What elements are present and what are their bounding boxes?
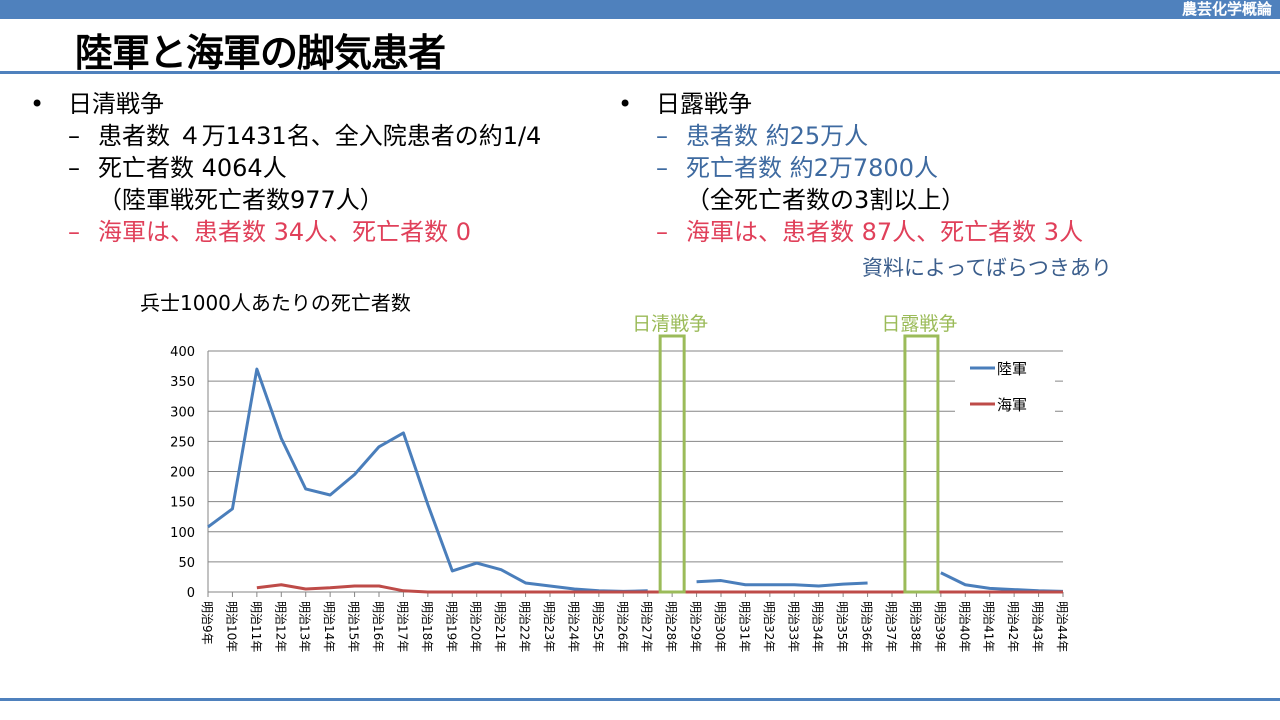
y-tick-label: 150 — [170, 496, 195, 511]
x-tick-label: 明治14年 — [322, 601, 336, 652]
x-tick-label: 明治26年 — [615, 601, 629, 652]
footer-divider — [0, 698, 1280, 701]
bullet-item: – 死亡者数 約2万7800人 — [656, 154, 938, 182]
series-line-army — [207, 367, 648, 593]
x-tick-label: 明治28年 — [664, 601, 678, 652]
bullet-heading: 日清戦争 — [30, 88, 541, 120]
bullet-item-navy: – 海軍は、患者数 87人、死亡者数 3人 — [656, 218, 1084, 246]
x-tick-label: 明治16年 — [371, 601, 385, 652]
y-tick-label: 250 — [170, 435, 195, 450]
x-tick-label: 明治32年 — [762, 601, 776, 652]
x-tick-label: 明治20年 — [469, 601, 483, 652]
x-tick-label: 明治25年 — [591, 601, 605, 652]
x-tick-label: 明治38年 — [908, 601, 922, 652]
x-tick-label: 明治37年 — [884, 601, 898, 652]
x-tick-label: 明治39年 — [933, 601, 947, 652]
x-tick-label: 明治36年 — [860, 601, 874, 652]
y-tick-label: 300 — [170, 405, 195, 420]
x-tick-label: 明治34年 — [811, 601, 825, 652]
war-period-box — [658, 334, 686, 594]
war-period-box — [903, 334, 940, 594]
bullet-item-navy: – 海軍は、患者数 34人、死亡者数 0 — [68, 218, 472, 246]
chart-title: 兵士1000人あたりの死亡者数 — [140, 291, 411, 315]
war-period-label: 日露戦争 — [881, 313, 957, 335]
x-tick-label: 明治30年 — [713, 601, 727, 652]
title-divider — [0, 71, 1280, 74]
y-tick-label: 100 — [170, 526, 195, 541]
y-tick-label: 400 — [170, 345, 195, 360]
x-tick-label: 明治29年 — [689, 601, 703, 652]
x-tick-label: 明治18年 — [420, 601, 434, 652]
y-tick-label: 0 — [187, 586, 195, 601]
bullet-item: – 死亡者数 4064人 — [68, 154, 287, 182]
x-tick-label: 明治10年 — [224, 601, 238, 652]
y-tick-label: 350 — [170, 375, 195, 390]
bullet-item: – 患者数 ４万1431名、全入院患者の約1/4 — [68, 122, 542, 150]
x-tick-label: 明治40年 — [957, 601, 971, 652]
x-tick-label: 明治44年 — [1055, 601, 1069, 652]
x-tick-label: 明治35年 — [835, 601, 849, 652]
y-tick-label: 50 — [178, 556, 195, 571]
series-line-army — [696, 579, 868, 588]
war-period-label: 日清戦争 — [632, 313, 708, 335]
x-tick-label: 明治23年 — [542, 601, 556, 652]
x-tick-label: 明治42年 — [1006, 601, 1020, 652]
page-title: 陸軍と海軍の脚気患者 — [75, 31, 446, 75]
sino-japanese-war-column: 日清戦争 –患者数 ４万1431名、全入院患者の約1/4 –死亡者数 4064人… — [30, 88, 541, 248]
x-tick-label: 明治31年 — [737, 601, 751, 652]
x-tick-label: 明治13年 — [298, 601, 312, 652]
x-tick-label: 明治11年 — [249, 601, 263, 652]
x-tick-label: 明治21年 — [493, 601, 507, 652]
series-line-army — [940, 571, 1064, 593]
x-tick-label: 明治24年 — [566, 601, 580, 652]
source-note: 資料によってばらつきあり — [862, 256, 1112, 280]
bullet-continuation: （全死亡者数の3割以上） — [686, 186, 966, 214]
legend-label: 陸軍 — [997, 360, 1027, 378]
x-tick-label: 明治17年 — [395, 601, 409, 652]
x-tick-label: 明治33年 — [786, 601, 800, 652]
x-tick-label: 明治22年 — [518, 601, 532, 652]
x-tick-label: 明治41年 — [982, 601, 996, 652]
legend-background — [955, 352, 1055, 422]
top-bar — [0, 0, 1280, 19]
bullet-item: – 患者数 約25万人 — [656, 122, 869, 150]
bullet-heading: 日露戦争 — [618, 88, 1083, 120]
x-tick-label: 明治27年 — [640, 601, 654, 652]
x-tick-label: 明治15年 — [347, 601, 361, 652]
x-tick-label: 明治43年 — [1031, 601, 1045, 652]
x-tick-label: 明治12年 — [273, 601, 287, 652]
course-name: 農芸化学概論 — [1181, 0, 1272, 18]
x-tick-label: 明治19年 — [444, 601, 458, 652]
legend-label: 海軍 — [997, 396, 1027, 414]
bullet-continuation: （陸軍戦死亡者数977人） — [98, 186, 384, 214]
russo-japanese-war-column: 日露戦争 –患者数 約25万人 –死亡者数 約2万7800人 （全死亡者数の3割… — [618, 88, 1083, 248]
y-tick-label: 200 — [170, 466, 195, 481]
x-tick-label: 明治9年 — [200, 601, 214, 645]
